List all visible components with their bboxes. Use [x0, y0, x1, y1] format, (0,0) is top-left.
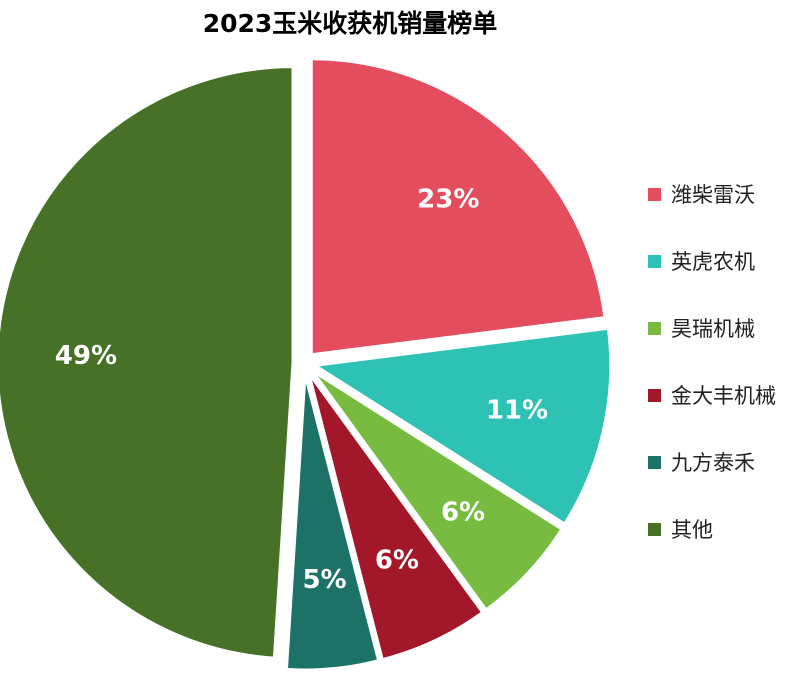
- legend-item: 九方泰禾: [648, 448, 776, 476]
- legend-label: 英虎农机: [671, 250, 755, 274]
- slice-data-label: 5%: [302, 565, 346, 595]
- slice-data-label: 6%: [441, 497, 485, 527]
- legend-label: 昊瑞机械: [671, 317, 755, 341]
- legend-swatch: [648, 321, 661, 335]
- pie-slice-1: [309, 57, 607, 357]
- legend-item: 昊瑞机械: [648, 314, 776, 342]
- legend-swatch: [648, 187, 661, 201]
- legend-swatch: [648, 522, 661, 536]
- legend-swatch: [648, 254, 661, 268]
- legend-label: 潍柴雷沃: [671, 183, 755, 207]
- legend-item: 英虎农机: [648, 247, 776, 275]
- legend-label: 九方泰禾: [671, 451, 755, 475]
- pie-slice-4: [307, 372, 485, 662]
- chart-title: 2023玉米收获机销量榜单: [202, 9, 498, 38]
- legend-item: 其他: [648, 515, 776, 543]
- pie-slice-2: [310, 326, 613, 527]
- slice-data-label: 11%: [486, 396, 548, 426]
- pie-slice-3: [310, 369, 565, 613]
- legend-swatch: [648, 455, 661, 469]
- legend-label: 其他: [671, 518, 713, 542]
- chart-legend: 潍柴雷沃英虎农机昊瑞机械金大丰机械九方泰禾其他: [648, 180, 776, 582]
- legend-swatch: [648, 388, 661, 402]
- slice-data-label: 23%: [417, 184, 479, 214]
- legend-item: 潍柴雷沃: [648, 180, 776, 208]
- legend-item: 金大丰机械: [648, 381, 776, 409]
- pie-slice-6: [0, 65, 295, 660]
- slice-data-label: 49%: [55, 341, 117, 371]
- pie-slice-5: [284, 373, 381, 672]
- legend-label: 金大丰机械: [671, 384, 776, 408]
- slice-data-label: 6%: [375, 545, 419, 575]
